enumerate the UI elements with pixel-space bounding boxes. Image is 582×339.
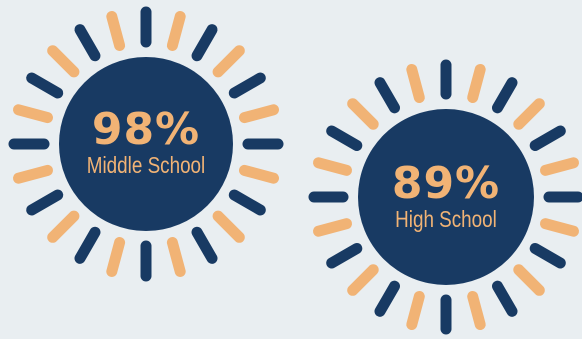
- middle-school-percentage: 98%: [91, 104, 201, 155]
- stat-circle: [358, 109, 534, 285]
- high-school-percentage: 89%: [391, 158, 501, 209]
- sun-ray: [26, 72, 64, 99]
- sun-ray: [74, 226, 101, 264]
- sun-ray: [313, 157, 352, 176]
- sun-ray: [540, 218, 579, 237]
- sun-ray: [347, 264, 379, 296]
- sun-ray: [166, 237, 186, 277]
- sun-ray: [406, 64, 425, 103]
- sun-ray: [540, 157, 579, 176]
- sun-ray: [374, 280, 400, 317]
- sun-ray: [74, 24, 101, 62]
- sun-ray: [47, 210, 80, 243]
- stat-circle: [59, 57, 233, 231]
- sun-ray: [106, 237, 126, 277]
- stat-high-school: 89% High School: [366, 158, 526, 233]
- sun-ray: [106, 11, 126, 51]
- sun-ray: [467, 291, 486, 330]
- sun-ray: [492, 280, 518, 317]
- sun-ray: [239, 104, 279, 124]
- sun-ray: [191, 226, 218, 264]
- sun-ray: [13, 104, 53, 124]
- sun-ray: [326, 243, 363, 269]
- sun-ray: [212, 45, 245, 78]
- sun-ray: [529, 243, 566, 269]
- sun-ray: [228, 72, 266, 99]
- sun-ray: [313, 218, 352, 237]
- sun-ray: [47, 45, 80, 78]
- sun-ray: [326, 125, 363, 151]
- sun-ray: [347, 98, 379, 130]
- sun-ray: [513, 98, 545, 130]
- sun-ray: [228, 189, 266, 216]
- high-school-label: High School: [395, 206, 497, 232]
- sun-ray: [374, 77, 400, 114]
- stat-middle-school: 98% Middle School: [66, 104, 226, 179]
- sun-ray: [406, 291, 425, 330]
- sun-ray: [191, 24, 218, 62]
- sun-ray: [492, 77, 518, 114]
- sun-ray: [212, 210, 245, 243]
- sun-ray: [13, 164, 53, 184]
- sun-ray: [513, 264, 545, 296]
- sun-ray: [467, 64, 486, 103]
- sun-ray: [166, 11, 186, 51]
- sun-ray: [26, 189, 64, 216]
- middle-school-label: Middle School: [86, 152, 206, 178]
- sun-ray: [529, 125, 566, 151]
- sun-ray: [239, 164, 279, 184]
